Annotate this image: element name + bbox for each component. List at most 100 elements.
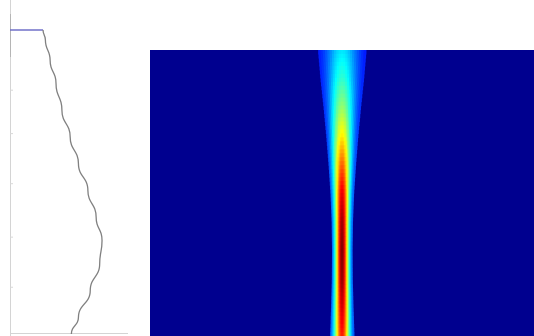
heatmap-cell xyxy=(348,328,350,333)
heatmap-cell xyxy=(344,280,347,285)
heatmap-cell xyxy=(339,193,341,198)
heatmap-cell xyxy=(340,224,343,230)
heatmap-cell xyxy=(359,73,363,79)
heatmap-cell xyxy=(357,77,360,83)
heatmap-cell xyxy=(334,296,336,301)
heatmap-cell xyxy=(339,149,342,154)
heatmap-cell xyxy=(336,284,339,289)
heatmap-cell xyxy=(337,284,340,289)
heatmap-cell xyxy=(349,173,352,178)
heatmap-cell xyxy=(342,109,346,115)
heatmap-cell xyxy=(354,161,357,166)
heatmap-cell xyxy=(340,228,343,234)
heatmap-cell xyxy=(336,133,339,138)
heatmap-cell xyxy=(331,300,333,305)
heatmap-cell xyxy=(347,220,350,226)
heatmap-cell xyxy=(347,232,349,238)
heatmap-cell xyxy=(351,296,354,301)
heatmap-cell xyxy=(345,252,347,258)
heatmap-cell xyxy=(362,65,366,71)
heatmap-cell xyxy=(342,252,345,258)
heatmap-cell xyxy=(335,212,338,218)
heatmap-cell xyxy=(335,153,338,158)
heatmap-cell xyxy=(336,193,338,198)
heatmap-cell xyxy=(345,65,348,71)
heatmap-cell xyxy=(333,101,337,107)
heatmap-cell xyxy=(341,173,344,178)
heatmap-cell xyxy=(338,200,340,206)
heatmap-cell xyxy=(333,177,335,182)
heatmap-cell xyxy=(331,149,334,154)
heatmap-cell xyxy=(335,240,338,246)
heatmap-cell xyxy=(347,264,349,270)
heatmap-cell xyxy=(328,121,331,127)
heatmap-cell xyxy=(333,244,336,250)
heatmap-cell xyxy=(334,208,336,214)
heatmap-cell xyxy=(325,65,329,71)
heatmap-cell xyxy=(345,332,348,336)
heatmap-cell xyxy=(346,109,349,115)
heatmap-cell xyxy=(333,272,336,278)
heatmap-cell xyxy=(360,57,364,63)
heatmap-cell xyxy=(332,129,335,135)
heatmap-cell xyxy=(338,77,342,83)
heatmap-cell xyxy=(335,236,338,242)
heatmap-cell xyxy=(338,248,341,254)
heatmap-cell xyxy=(349,252,351,258)
heatmap-cell xyxy=(337,157,340,162)
heatmap-cell xyxy=(325,57,329,63)
heatmap-cell xyxy=(344,320,347,325)
heatmap-cell xyxy=(335,328,338,333)
heatmap-cell xyxy=(360,65,363,71)
heatmap-cell xyxy=(332,169,335,174)
heatmap-cell xyxy=(338,284,341,289)
heatmap-cell xyxy=(329,81,332,87)
heatmap-cell xyxy=(335,316,337,321)
heatmap-cell xyxy=(337,256,340,262)
heatmap-cell xyxy=(338,65,342,71)
heatmap-cell xyxy=(337,220,340,226)
heatmap-cell xyxy=(329,53,333,59)
heatmap-cell xyxy=(348,216,351,222)
heatmap-cell xyxy=(341,332,344,336)
heatmap-cell xyxy=(350,320,352,325)
heatmap-cell xyxy=(334,276,337,281)
heatmap-cell xyxy=(344,189,347,194)
heatmap-cell xyxy=(333,316,336,321)
heatmap-cell xyxy=(343,300,346,305)
heatmap-cell xyxy=(337,300,339,305)
heatmap-cell xyxy=(333,304,335,309)
heatmap-cell xyxy=(344,93,348,99)
heatmap-cell xyxy=(344,264,346,270)
heatmap-cell xyxy=(349,189,351,194)
heatmap-cell xyxy=(343,157,346,162)
heatmap-cell xyxy=(341,256,344,262)
heatmap-cell xyxy=(346,121,349,127)
heatmap-cell xyxy=(338,228,341,234)
heatmap-cell xyxy=(341,216,344,222)
heatmap-cell xyxy=(343,244,345,250)
heatmap-cell xyxy=(340,268,343,274)
heatmap-cell xyxy=(351,252,353,258)
heatmap-cell xyxy=(331,216,334,222)
heatmap-cell xyxy=(354,89,357,95)
heatmap-cell xyxy=(329,177,332,182)
heatmap-cell xyxy=(350,165,353,170)
heatmap-cell xyxy=(342,196,345,202)
heatmap-cell xyxy=(339,204,342,210)
heatmap-cell xyxy=(331,204,333,210)
heatmap-cell xyxy=(336,69,340,75)
heatmap-cell xyxy=(351,204,354,210)
heatmap-cell xyxy=(345,200,348,206)
heatmap-cell xyxy=(351,101,355,107)
heatmap-cell xyxy=(338,196,340,202)
heatmap-cell xyxy=(333,165,336,170)
heatmap-cell xyxy=(327,61,331,67)
heatmap-cell xyxy=(345,189,348,194)
heatmap-cell xyxy=(353,145,356,150)
heatmap-cell xyxy=(325,53,329,59)
heatmap-cell xyxy=(336,292,339,297)
heatmap-cell xyxy=(333,252,336,258)
heatmap-cell xyxy=(341,252,344,258)
heatmap-cell xyxy=(348,332,350,336)
